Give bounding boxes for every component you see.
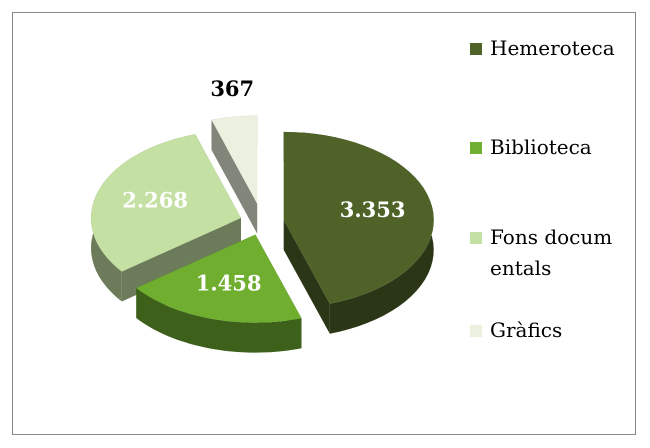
slice (91, 134, 241, 272)
data-label: 367 (210, 76, 254, 101)
slice (136, 234, 302, 323)
slice (211, 115, 258, 204)
legend-label: Hemeroteca (490, 36, 615, 60)
slice-wall (211, 119, 258, 234)
legend-swatch (470, 43, 482, 55)
legend-label: Fons documentals (490, 225, 613, 280)
slice-wall (121, 218, 241, 302)
legend-item: Fons documentals (470, 222, 620, 284)
legend-label: Gràfics (490, 318, 563, 342)
legend-swatch (470, 142, 482, 154)
legend-swatch (470, 325, 482, 337)
slice-wall (283, 219, 330, 334)
slice-side (136, 288, 302, 353)
data-label: 3.353 (340, 197, 406, 222)
legend-item: Biblioteca (470, 132, 620, 163)
legend-item: Gràfics (470, 315, 620, 346)
legend-swatch (470, 232, 482, 244)
legend-label: Biblioteca (490, 135, 592, 159)
slice (283, 131, 434, 304)
data-label: 2.268 (122, 188, 188, 213)
legend-item: Hemeroteca (470, 33, 620, 64)
data-label: 1.458 (196, 270, 262, 295)
chart-frame (12, 12, 636, 435)
